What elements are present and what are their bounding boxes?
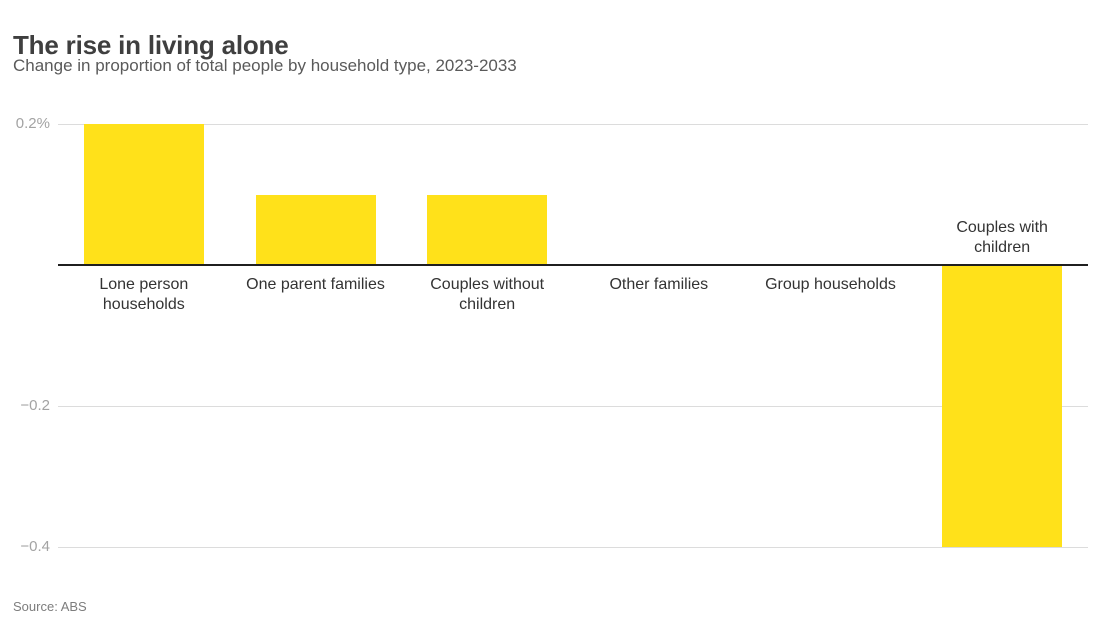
bar-couples-with-children <box>942 266 1063 547</box>
category-label-line: Lone person <box>99 276 189 293</box>
bar-one-parent-families <box>255 194 376 264</box>
y-axis-tick-label: −0.4 <box>20 538 50 555</box>
category-label: Couples without children <box>397 275 577 315</box>
category-label-line: Group households <box>765 276 896 293</box>
category-label: Group households <box>741 275 921 295</box>
bar-lone-person-households <box>83 124 204 264</box>
bar-couples-without-children <box>427 194 548 264</box>
category-label-line: households <box>102 296 185 313</box>
category-label-line: children <box>974 239 1031 256</box>
y-axis-tick-label: 0.2% <box>15 115 50 132</box>
chart-title: The rise in living alone <box>13 30 289 61</box>
y-gridline <box>58 123 1088 125</box>
y-gridline <box>58 546 1088 548</box>
category-label-line: Other families <box>609 276 709 293</box>
category-label-line: children <box>459 296 516 313</box>
category-label: Lone person households <box>54 275 234 315</box>
category-label: Couples with children <box>912 218 1092 258</box>
y-axis-tick-label: −0.2 <box>20 397 50 414</box>
chart-subtitle: Change in proportion of total people by … <box>13 56 517 75</box>
category-label: One parent families <box>226 275 406 295</box>
category-label-line: Couples with <box>956 219 1048 236</box>
category-label-line: One parent families <box>246 276 385 293</box>
x-axis-zero-line <box>58 264 1088 266</box>
y-gridline <box>58 405 1088 407</box>
category-label: Other families <box>569 275 749 295</box>
category-label-line: Couples without <box>430 276 545 293</box>
source-note: Source: ABS <box>13 599 87 614</box>
